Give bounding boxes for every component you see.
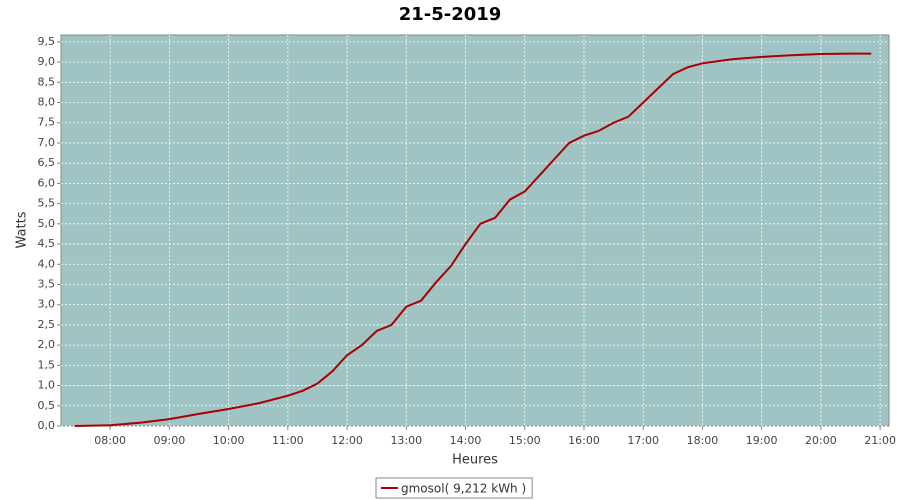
x-tick-label: 13:00 bbox=[390, 434, 422, 447]
x-tick-label: 19:00 bbox=[746, 434, 778, 447]
y-tick-label: 4,0 bbox=[38, 257, 56, 270]
y-tick-label: 3,5 bbox=[38, 277, 56, 290]
x-tick-label: 21:00 bbox=[864, 434, 896, 447]
x-tick-label: 18:00 bbox=[687, 434, 719, 447]
y-tick-label: 0,0 bbox=[38, 419, 56, 432]
x-tick-label: 11:00 bbox=[272, 434, 304, 447]
y-tick-label: 2,0 bbox=[38, 338, 56, 351]
y-tick-label: 9,5 bbox=[38, 35, 56, 48]
x-axis-label: Heures bbox=[452, 453, 498, 468]
line bbox=[74, 52, 872, 427]
x-tick-label: 14:00 bbox=[450, 434, 482, 447]
x-tick-label: 12:00 bbox=[331, 434, 363, 447]
y-axis-label: Watts bbox=[15, 211, 30, 248]
x-tick-label: 10:00 bbox=[213, 434, 245, 447]
chart-title: 21-5-2019 bbox=[399, 4, 502, 25]
x-tick-label: 09:00 bbox=[154, 434, 186, 447]
x-tick-label: 16:00 bbox=[568, 434, 600, 447]
y-tick-label: 0,5 bbox=[38, 399, 56, 412]
y-tick-label: 1,5 bbox=[38, 358, 56, 371]
y-tick-label: 5,0 bbox=[38, 217, 56, 230]
legend-label: gmosol( 9,212 kWh ) bbox=[401, 482, 526, 496]
y-tick-label: 4,5 bbox=[38, 237, 56, 250]
y-tick-label: 7,0 bbox=[38, 136, 56, 149]
legend-box bbox=[375, 477, 533, 499]
y-tick-label: 6,0 bbox=[38, 176, 56, 189]
x-tick-label: 08:00 bbox=[94, 434, 126, 447]
y-tick-label: 7,5 bbox=[38, 116, 56, 129]
y-tick-label: 6,5 bbox=[38, 156, 56, 169]
y-tick-label: 3,0 bbox=[38, 298, 56, 311]
y-tick-label: 8,0 bbox=[38, 96, 56, 109]
y-tick-label: 1,0 bbox=[38, 379, 56, 392]
y-tick-label: 8,5 bbox=[38, 75, 56, 88]
y-tick-label: 2,5 bbox=[38, 318, 56, 331]
x-tick-label: 15:00 bbox=[509, 434, 541, 447]
x-tick-label: 17:00 bbox=[627, 434, 659, 447]
y-tick-label: 9,0 bbox=[38, 55, 56, 68]
x-tick-label: 20:00 bbox=[805, 434, 837, 447]
y-tick-label: 5,5 bbox=[38, 197, 56, 210]
